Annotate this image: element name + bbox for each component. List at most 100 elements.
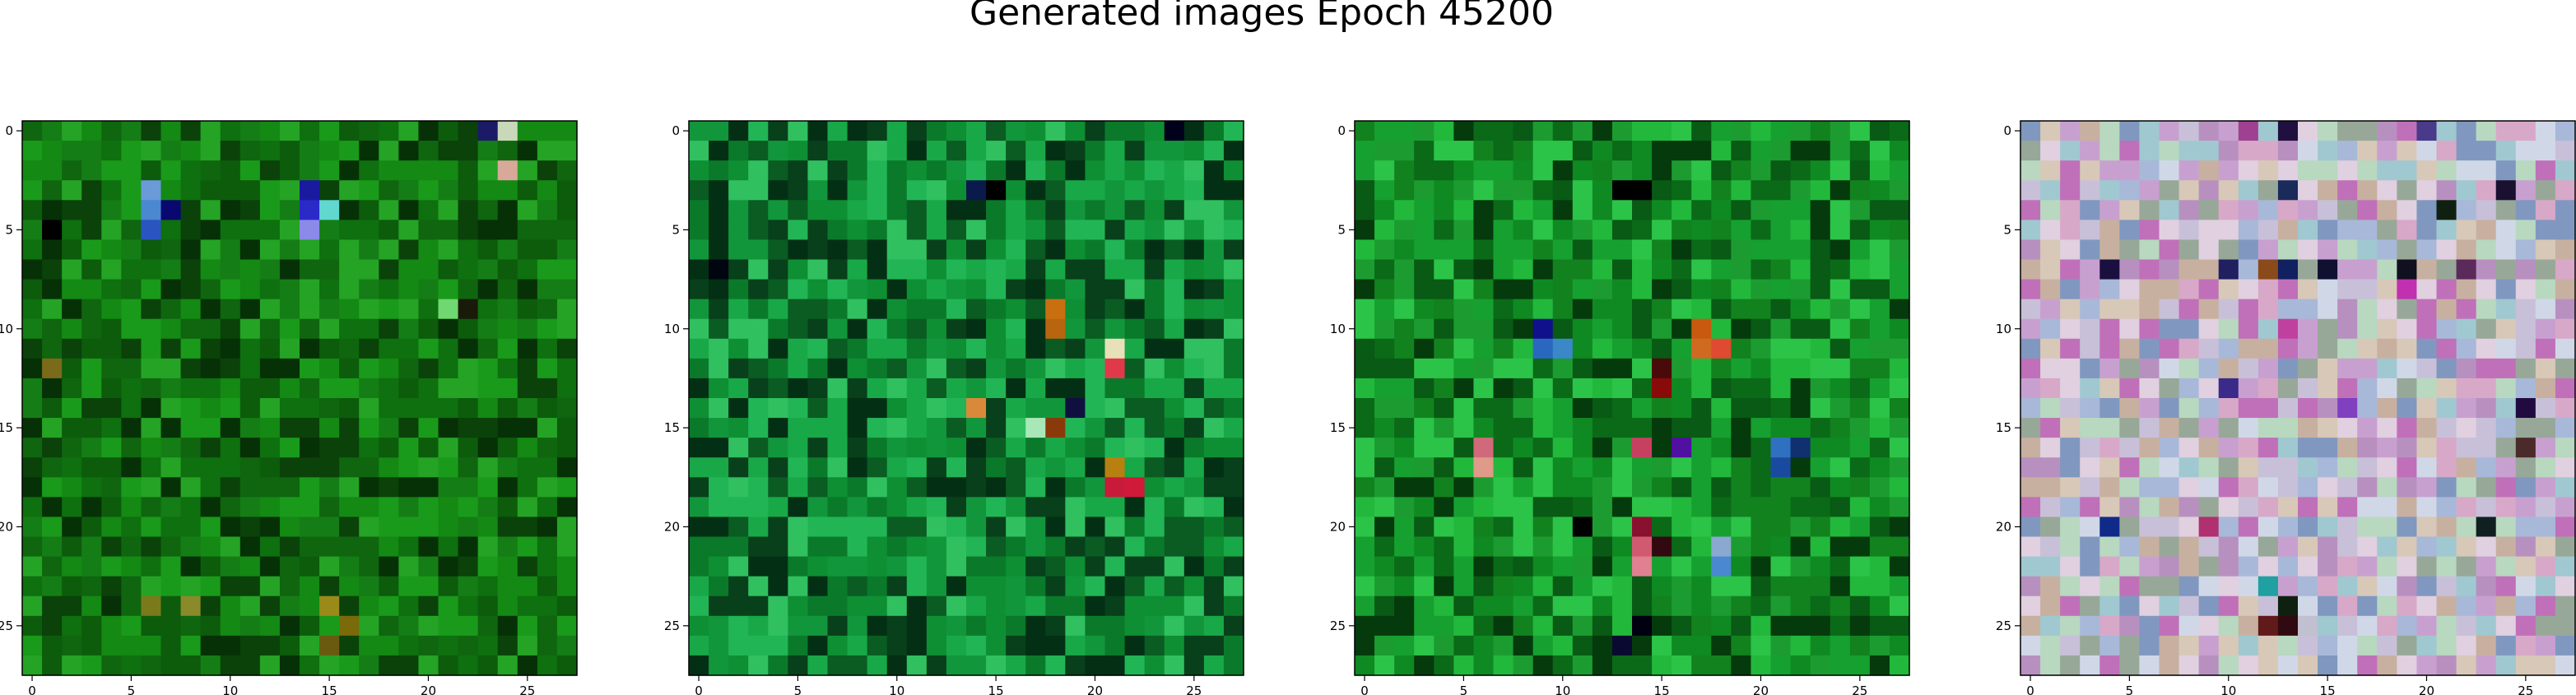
pixel-cell xyxy=(1473,556,1495,577)
pixel-cell xyxy=(2416,556,2438,577)
pixel-cell xyxy=(2535,497,2556,518)
y-tick-label: 25 xyxy=(1996,619,2011,633)
pixel-cell xyxy=(1104,299,1126,320)
pixel-cell xyxy=(458,595,479,617)
pixel-cell xyxy=(1592,497,1613,518)
pixel-cell xyxy=(458,160,479,181)
pixel-cell xyxy=(339,121,360,141)
pixel-cell xyxy=(1790,517,1811,538)
y-tick-label: 5 xyxy=(2003,222,2011,237)
pixel-cell xyxy=(458,517,479,538)
pixel-cell xyxy=(1085,338,1106,359)
pixel-cell xyxy=(1025,338,1046,359)
pixel-cell xyxy=(537,635,558,656)
pixel-cell xyxy=(1493,536,1514,558)
pixel-cell xyxy=(788,576,809,597)
pixel-cell xyxy=(1849,299,1871,320)
pixel-cell xyxy=(2476,477,2497,498)
pixel-cell xyxy=(141,279,162,300)
pixel-cell xyxy=(1869,595,1890,617)
pixel-cell xyxy=(101,200,122,220)
pixel-cell xyxy=(62,536,82,558)
pixel-cell xyxy=(1164,497,1185,518)
pixel-cell xyxy=(1493,556,1514,577)
pixel-cell xyxy=(788,497,809,518)
pixel-cell xyxy=(2337,438,2358,458)
pixel-cell xyxy=(2397,220,2418,241)
pixel-cell xyxy=(339,160,360,181)
pixel-cell xyxy=(2495,438,2517,458)
pixel-cell xyxy=(2318,338,2338,359)
pixel-cell xyxy=(379,497,399,518)
pixel-cell xyxy=(2139,615,2160,637)
pixel-cell xyxy=(689,517,709,538)
pixel-cell xyxy=(2535,457,2556,478)
pixel-cell xyxy=(62,398,82,419)
pixel-cell xyxy=(1711,160,1732,181)
pixel-cell xyxy=(259,517,281,538)
pixel-cell xyxy=(946,358,967,379)
pixel-cell xyxy=(886,338,908,359)
pixel-cell xyxy=(81,477,102,498)
pixel-cell xyxy=(986,338,1007,359)
pixel-cell xyxy=(2080,536,2100,558)
pixel-cell xyxy=(1473,220,1495,241)
pixel-cell xyxy=(1085,378,1106,399)
pixel-cell xyxy=(2080,418,2100,438)
pixel-cell xyxy=(319,457,340,478)
pixel-cell xyxy=(1889,200,1910,220)
pixel-cell xyxy=(220,141,241,161)
pixel-cell xyxy=(728,318,749,340)
pixel-cell xyxy=(1770,576,1792,597)
pixel-cell xyxy=(2060,259,2081,280)
pixel-cell xyxy=(2040,160,2061,181)
pixel-cell xyxy=(867,141,888,161)
x-tick-label: 5 xyxy=(794,683,802,695)
pixel-cell xyxy=(42,438,63,458)
pixel-cell xyxy=(2337,615,2358,637)
pixel-cell xyxy=(1085,141,1106,161)
pixel-cell xyxy=(121,220,142,241)
pixel-cell xyxy=(160,259,182,280)
pixel-cell xyxy=(1434,239,1454,261)
pixel-cell xyxy=(556,200,578,220)
pixel-cell xyxy=(2099,220,2120,241)
pixel-cell xyxy=(1006,615,1026,637)
pixel-cell xyxy=(906,378,928,399)
pixel-cell xyxy=(359,141,379,161)
pixel-cell xyxy=(279,259,300,280)
pixel-cell xyxy=(827,536,849,558)
pixel-cell xyxy=(2436,220,2457,241)
pixel-cell xyxy=(2060,477,2081,498)
pixel-cell xyxy=(458,536,479,558)
pixel-cell xyxy=(2139,239,2160,261)
pixel-cell xyxy=(1223,457,1244,478)
pixel-cell xyxy=(1203,338,1225,359)
pixel-cell xyxy=(1394,259,1415,280)
pixel-cell xyxy=(2178,338,2200,359)
pixel-cell xyxy=(477,655,499,676)
pixel-cell xyxy=(101,457,122,478)
pixel-cell xyxy=(438,576,459,597)
pixel-cell xyxy=(1085,121,1106,141)
pixel-cell xyxy=(81,299,102,320)
pixel-cell xyxy=(180,398,202,419)
pixel-cell xyxy=(886,477,908,498)
pixel-cell xyxy=(2218,220,2239,241)
pixel-cell xyxy=(418,279,439,300)
pixel-cell xyxy=(300,200,320,220)
pixel-cell xyxy=(807,477,829,498)
pixel-cell xyxy=(2337,655,2358,676)
pixel-cell xyxy=(807,200,829,220)
y-tick-label: 25 xyxy=(664,619,680,633)
pixel-cell xyxy=(2535,655,2556,676)
pixel-cell xyxy=(906,338,928,359)
pixel-cell xyxy=(220,239,241,261)
pixel-cell xyxy=(339,220,360,241)
pixel-cell xyxy=(1592,299,1613,320)
pixel-cell xyxy=(279,220,300,241)
pixel-cell xyxy=(279,279,300,300)
pixel-cell xyxy=(200,358,221,379)
pixel-cell xyxy=(926,398,947,419)
pixel-cell xyxy=(517,536,538,558)
